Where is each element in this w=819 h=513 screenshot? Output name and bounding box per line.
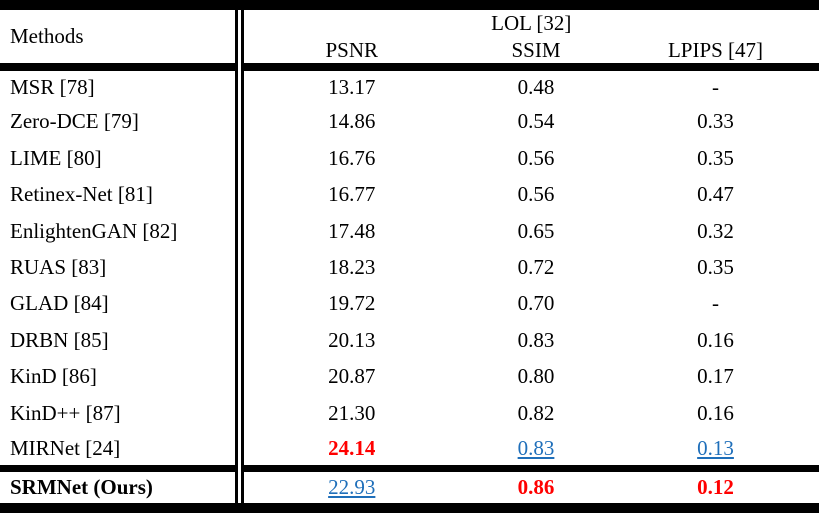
value-cell: 20.87: [328, 364, 376, 389]
value-cell: 0.35: [697, 145, 734, 170]
value-cell: 19.72: [328, 291, 376, 316]
value-cell: -: [712, 291, 720, 316]
method-cell: MIRNet [24]: [0, 431, 244, 468]
method-cell: LIME [80]: [0, 139, 244, 177]
value-cell: 0.82: [517, 400, 555, 425]
table-row: EnlightenGAN [82] 17.48 0.65 0.32: [0, 212, 819, 250]
method-cell: Zero-DCE [79]: [0, 103, 244, 140]
value-cell: 0.48: [517, 74, 555, 99]
dataset-group-header-cell: LOL [32]: [491, 11, 572, 35]
method-cell: EnlightenGAN [82]: [0, 212, 244, 250]
table-footer: SRMNet (Ours) 22.93 0.86 0.12: [0, 464, 819, 508]
value-cell: 0.83: [517, 327, 555, 352]
value-cell: 0.72: [517, 254, 555, 279]
value-cell: 0.54: [517, 109, 555, 134]
ssim-column-header: SSIM: [511, 37, 561, 62]
ours-row: SRMNet (Ours) 22.93 0.86 0.12: [0, 464, 819, 508]
ours-method-cell: SRMNet (Ours): [0, 464, 244, 508]
value-cell: 0.16: [697, 327, 734, 352]
value-cell: 0.70: [517, 291, 555, 316]
psnr-column-header: PSNR: [325, 37, 379, 62]
value-cell: 0.32: [697, 218, 734, 243]
value-cell: 0.13: [697, 435, 734, 460]
table-body: MSR [78] 13.17 0.48 - Zero-DCE [79] 14.86 0.54…: [0, 67, 819, 468]
value-cell: 0.65: [517, 218, 555, 243]
table-row: KinD++ [87] 21.30 0.82 0.16: [0, 395, 819, 432]
table-row: Zero-DCE [79] 14.86 0.54 0.33: [0, 103, 819, 140]
value-cell: 0.47: [697, 182, 734, 207]
method-cell: KinD [86]: [0, 358, 244, 396]
table-row: MSR [78] 13.17 0.48 -: [0, 67, 819, 104]
value-cell: 16.77: [328, 182, 376, 207]
method-cell: RUAS [83]: [0, 249, 244, 286]
method-cell: DRBN [85]: [0, 322, 244, 359]
value-cell: -: [712, 74, 720, 99]
value-cell: 13.17: [328, 74, 376, 99]
value-cell: 18.23: [328, 254, 376, 279]
value-cell: 14.86: [328, 109, 376, 134]
method-cell: MSR [78]: [0, 67, 244, 104]
value-cell: 0.16: [697, 400, 734, 425]
value-cell: 16.76: [328, 145, 376, 170]
method-cell: KinD++ [87]: [0, 395, 244, 432]
value-cell: 21.30: [328, 400, 376, 425]
header-group-row: Methods LOL [32]: [0, 5, 819, 67]
table-header: Methods LOL [32] PSNR SSIM LPIPS [47]: [0, 5, 819, 67]
table-row: DRBN [85] 20.13 0.83 0.16: [0, 322, 819, 359]
table-row: KinD [86] 20.87 0.80 0.17: [0, 358, 819, 396]
footer-value-cell: 0.12: [612, 464, 819, 508]
footer-value-cell: 0.86: [460, 464, 612, 508]
table-row: RUAS [83] 18.23 0.72 0.35: [0, 249, 819, 286]
method-cell: GLAD [84]: [0, 285, 244, 323]
value-cell: 0.33: [697, 109, 734, 134]
value-cell: 0.80: [517, 364, 555, 389]
table-row: MIRNet [24] 24.14 0.83 0.13: [0, 431, 819, 468]
value-cell: 0.17: [697, 364, 734, 389]
value-cell: 0.56: [517, 182, 555, 207]
value-cell: 17.48: [328, 218, 376, 243]
method-cell: Retinex-Net [81]: [0, 176, 244, 213]
table-row: Retinex-Net [81] 16.77 0.56 0.47: [0, 176, 819, 213]
methods-header-cell: Methods: [0, 5, 244, 67]
value-cell: 20.13: [328, 327, 376, 352]
lpips-column-header: LPIPS [47]: [667, 37, 764, 62]
header-metric-row: PSNR SSIM LPIPS [47]: [0, 37, 819, 67]
value-cell: 24.14: [328, 435, 376, 460]
value-cell: 0.56: [517, 145, 555, 170]
value-cell: 0.83: [517, 435, 555, 460]
table-row: LIME [80] 16.76 0.56 0.35: [0, 139, 819, 177]
table-row: GLAD [84] 19.72 0.70 -: [0, 285, 819, 323]
footer-value-cell: 22.93: [239, 464, 460, 508]
value-cell: 0.35: [697, 254, 734, 279]
